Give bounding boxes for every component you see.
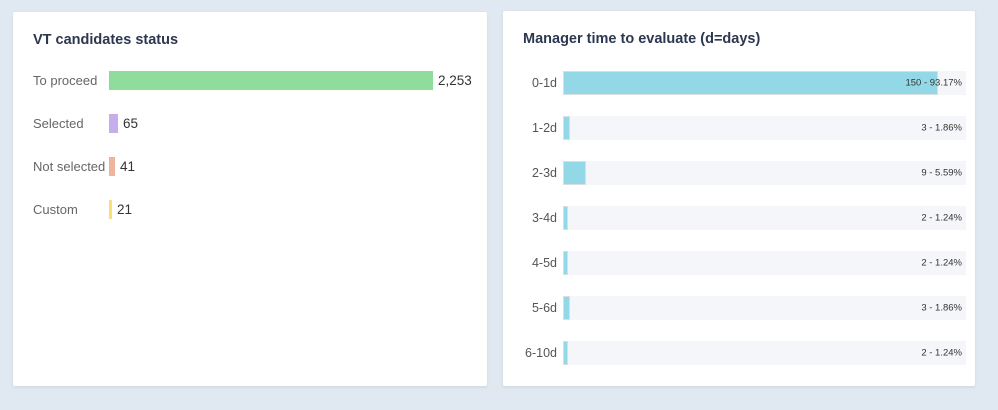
value-label: 2 - 1.24%	[921, 347, 962, 358]
panel-title: Manager time to evaluate (d=days)	[523, 31, 761, 47]
category-label: 1-2d	[531, 120, 557, 135]
bar-row: Custom 21	[33, 188, 471, 231]
bar-row: 1-2d 3 - 1.86%	[503, 105, 966, 150]
bar-track: 9 - 5.59%	[563, 160, 966, 185]
value-label: 65	[123, 116, 139, 131]
bar-row: 5-6d 3 - 1.86%	[503, 285, 966, 330]
manager-time-to-evaluate-panel: Manager time to evaluate (d=days) 0-1d 15…	[503, 11, 975, 386]
bar-row: 2-3d 9 - 5.59%	[503, 150, 966, 195]
bar-track: 2 - 1.24%	[563, 205, 966, 230]
status-bar[interactable]	[109, 114, 118, 133]
category-label: 2-3d	[531, 165, 557, 180]
value-label: 2 - 1.24%	[921, 257, 962, 268]
time-bar[interactable]	[563, 160, 586, 185]
category-label: 5-6d	[531, 300, 557, 315]
category-label: 6-10d	[525, 345, 557, 360]
bar-row: 3-4d 2 - 1.24%	[503, 195, 966, 240]
category-label: Custom	[33, 202, 78, 217]
category-label: 4-5d	[531, 255, 557, 270]
bar-row: Selected 65	[33, 102, 471, 145]
value-label: 21	[117, 202, 133, 217]
bar-track: 2 - 1.24%	[563, 340, 966, 365]
time-bar[interactable]	[563, 250, 568, 275]
bar-track: 2 - 1.24%	[563, 250, 966, 275]
bar-row: To proceed 2,253	[33, 59, 472, 102]
status-bar[interactable]	[109, 157, 115, 176]
vt-candidates-status-chart: To proceed 2,253 Selected 65 Not selected 41 C…	[33, 59, 472, 231]
manager-time-to-evaluate-chart: 0-1d 150 - 93.17% 1-2d 3 - 1.86% 2-3d 9 - 5.5…	[503, 60, 966, 375]
category-label: 0-1d	[531, 75, 557, 90]
value-label: 3 - 1.86%	[921, 302, 962, 313]
panel-title: VT candidates status	[33, 32, 179, 48]
category-label: 3-4d	[531, 210, 557, 225]
bar-row: 6-10d 2 - 1.24%	[503, 330, 966, 375]
bar-track: 3 - 1.86%	[563, 295, 966, 320]
category-label: Selected	[33, 116, 84, 131]
time-bar[interactable]	[563, 295, 571, 320]
value-label: 41	[120, 159, 136, 174]
vt-candidates-status-panel: VT candidates status To proceed 2,253 Sele…	[13, 12, 487, 386]
time-bar[interactable]	[563, 115, 571, 140]
value-label: 2 - 1.24%	[921, 212, 962, 223]
bar-row: 0-1d 150 - 93.17%	[503, 60, 966, 105]
bar-track: 3 - 1.86%	[563, 115, 966, 140]
status-bar[interactable]	[109, 71, 433, 90]
value-label: 150 - 93.17%	[905, 77, 962, 88]
time-bar[interactable]	[563, 70, 939, 95]
bar-row: Not selected 41	[33, 145, 471, 188]
bar-track: 150 - 93.17%	[563, 70, 966, 95]
value-label: 2,253	[438, 73, 472, 88]
value-label: 3 - 1.86%	[921, 122, 962, 133]
bar-row: 4-5d 2 - 1.24%	[503, 240, 966, 285]
time-bar[interactable]	[563, 340, 568, 365]
time-bar[interactable]	[563, 205, 568, 230]
value-label: 9 - 5.59%	[921, 167, 962, 178]
category-label: To proceed	[33, 73, 98, 88]
status-bar[interactable]	[109, 200, 112, 219]
category-label: Not selected	[33, 159, 106, 174]
